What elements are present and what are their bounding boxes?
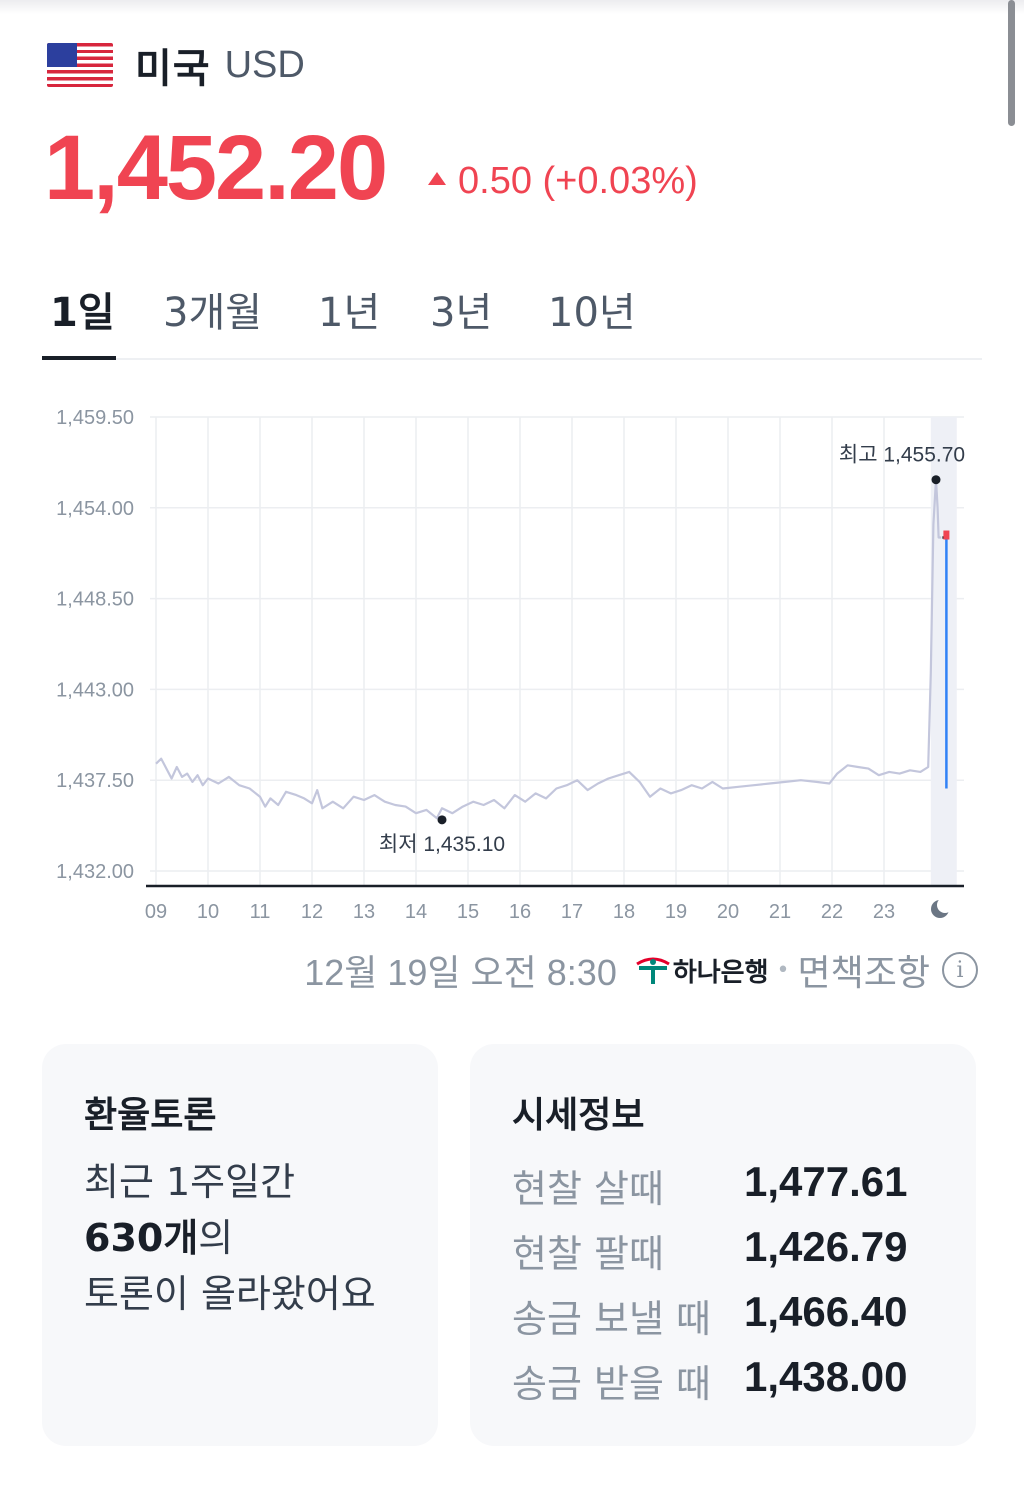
period-tabs: 1일 3개월 1년 3년 10년 [42, 270, 982, 360]
price-change: 0.50 (+0.03%) [428, 160, 698, 203]
rate-value: 1,426.79 [744, 1223, 908, 1270]
rate-value: 1,466.40 [744, 1288, 908, 1335]
low-point [437, 815, 447, 825]
discussion-count-line: 630개의 [84, 1210, 376, 1266]
discussion-count: 630개 [84, 1216, 199, 1260]
hana-bank-logo-icon [636, 957, 670, 984]
y-tick-label: 1,432.00 [56, 861, 134, 883]
rate-row-cash-sell: 현찰 팔때 1,426.79 [512, 1223, 952, 1276]
rate-label: 현찰 팔때 [512, 1232, 664, 1276]
rate-value: 1,477.61 [744, 1158, 908, 1205]
x-axis-labels: 09 10 11 12 13 14 15 16 17 18 19 20 21 22 23 [145, 901, 895, 923]
currency-header: 미국 USD [47, 40, 305, 92]
current-price-marker [943, 530, 950, 540]
timestamp: 12월 19일 오전 8:30 [304, 952, 617, 993]
scrollbar[interactable] [1008, 0, 1015, 126]
quote-info-card[interactable]: 시세정보 현찰 살때 1,477.61 현찰 팔때 1,426.79 송금 보낼… [470, 1044, 976, 1446]
discussion-title: 환율토론 [84, 1095, 217, 1136]
tab-1y[interactable]: 1년 [318, 290, 381, 336]
x-tick-label: 23 [873, 901, 895, 923]
tab-1d[interactable]: 1일 [50, 290, 115, 336]
top-fade [0, 0, 1024, 14]
moon-icon [931, 897, 953, 918]
rate-value: 1,438.00 [744, 1353, 908, 1400]
bank-name: 하나은행 [672, 957, 769, 988]
x-tick-label: 19 [665, 901, 687, 923]
low-label: 최저 1,435.10 [379, 833, 505, 856]
x-tick-label: 21 [769, 901, 791, 923]
discussion-count-suffix: 의 [198, 1216, 234, 1260]
rate-row-receive: 송금 받을 때 1,438.00 [512, 1353, 952, 1406]
tab-3y[interactable]: 3년 [430, 290, 493, 336]
high-point [931, 475, 941, 485]
y-tick-label: 1,459.50 [56, 407, 134, 429]
rate-label: 송금 보낼 때 [512, 1297, 711, 1341]
rate-row-send: 송금 보낼 때 1,466.40 [512, 1288, 952, 1341]
active-tab-indicator [42, 356, 116, 360]
current-price: 1,452.20 [44, 117, 388, 219]
discussion-period: 최근 1주일간 [84, 1160, 296, 1204]
up-triangle-icon [428, 172, 446, 185]
discussion-summary: 최근 1주일간 630개의 토론이 올라왔어요 [84, 1154, 376, 1322]
price-line [155, 478, 942, 820]
separator-dot: • [776, 957, 790, 983]
bank-source[interactable]: 하나은행 [633, 952, 769, 989]
y-tick-label: 1,437.50 [56, 770, 134, 792]
quote-info-title: 시세정보 [512, 1095, 645, 1136]
y-tick-label: 1,448.50 [56, 589, 134, 611]
y-axis-labels: 1,459.50 1,454.00 1,448.50 1,443.00 1,437.50… [56, 407, 134, 883]
x-tick-label: 13 [353, 901, 375, 923]
exchange-rate-chart[interactable]: 1,459.50 1,454.00 1,448.50 1,443.00 1,437.50… [0, 390, 1024, 930]
disclaimer-link[interactable]: 면책조항 [797, 953, 930, 994]
us-flag-icon [47, 43, 113, 87]
x-tick-label: 12 [301, 901, 323, 923]
info-icon[interactable]: i [942, 952, 978, 988]
price-change-value: 0.50 (+0.03%) [458, 160, 698, 202]
rate-label: 현찰 살때 [512, 1167, 664, 1211]
currency-code: USD [224, 43, 305, 86]
x-tick-label: 22 [821, 901, 843, 923]
y-tick-label: 1,443.00 [56, 679, 134, 701]
x-tick-label: 18 [613, 901, 635, 923]
discussion-status: 토론이 올라왔어요 [84, 1272, 376, 1316]
x-tick-label: 16 [509, 901, 531, 923]
chart-grid [150, 416, 964, 886]
x-tick-label: 20 [717, 901, 739, 923]
tab-3m[interactable]: 3개월 [163, 290, 263, 336]
rate-row-cash-buy: 현찰 살때 1,477.61 [512, 1158, 952, 1211]
x-tick-label: 10 [197, 901, 219, 923]
x-tick-label: 17 [561, 901, 583, 923]
x-tick-label: 14 [405, 901, 427, 923]
x-tick-label: 11 [250, 901, 271, 923]
tab-10y[interactable]: 10년 [548, 290, 636, 336]
source-line: 12월 19일 오전 8:30 하나은행 • 면책조항 i [0, 944, 978, 996]
high-label: 최고 1,455.70 [839, 444, 965, 467]
x-tick-label: 15 [457, 901, 479, 923]
country-name: 미국 [135, 46, 211, 92]
rate-label: 송금 받을 때 [512, 1362, 711, 1406]
y-tick-label: 1,454.00 [56, 498, 134, 520]
x-tick-label: 09 [145, 901, 167, 923]
discussion-card[interactable]: 환율토론 최근 1주일간 630개의 토론이 올라왔어요 [42, 1044, 438, 1446]
